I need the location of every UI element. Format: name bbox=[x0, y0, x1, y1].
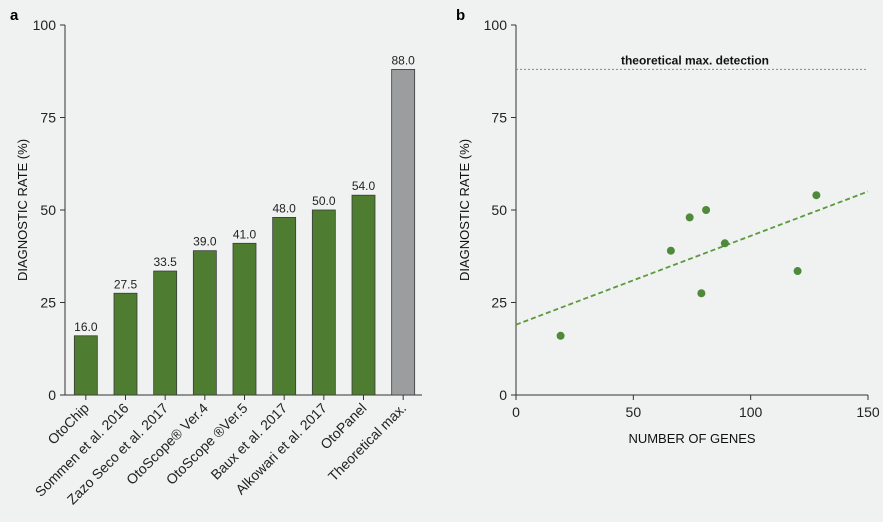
bar bbox=[351, 194, 376, 396]
panel-b-y-axis-title: DIAGNOSTIC RATE (%) bbox=[457, 139, 472, 281]
panel-b-x-tick-label: 50 bbox=[626, 404, 642, 420]
panel-b-y-tick-label: 50 bbox=[491, 202, 507, 218]
scatter-point bbox=[812, 191, 821, 200]
bar bbox=[153, 270, 178, 396]
bar-value-label: 41.0 bbox=[233, 227, 257, 241]
bar bbox=[192, 250, 217, 396]
panel-a-y-tick-label: 0 bbox=[48, 387, 56, 403]
panel-b-x-tick-label: 100 bbox=[739, 404, 763, 420]
panel-b-x-tick-label: 0 bbox=[512, 404, 520, 420]
bar bbox=[113, 292, 138, 396]
scatter-point bbox=[685, 213, 694, 222]
bar bbox=[272, 216, 297, 396]
bar bbox=[232, 242, 257, 396]
bar-chart-panel-a: DIAGNOSTIC RATE (%) 025507510016.0OtoChi… bbox=[15, 17, 422, 507]
panel-a-y-axis-title: DIAGNOSTIC RATE (%) bbox=[15, 139, 30, 281]
panel-a-letter: a bbox=[10, 7, 19, 24]
scatter-point bbox=[720, 239, 729, 248]
panel-a-y-tick-label: 25 bbox=[40, 295, 56, 311]
panel-b-x-tick-label: 150 bbox=[856, 404, 880, 420]
panel-a-y-tick-label: 50 bbox=[40, 202, 56, 218]
bar-value-label: 88.0 bbox=[391, 53, 415, 67]
bar-value-label: 50.0 bbox=[312, 194, 336, 208]
scatter-point bbox=[697, 289, 706, 298]
scatter-chart-panel-b: DIAGNOSTIC RATE (%) NUMBER OF GENES 0 25 5… bbox=[457, 17, 880, 446]
bar bbox=[311, 209, 336, 396]
bar-value-label: 39.0 bbox=[193, 235, 217, 249]
panel-b-y-tick-label: 25 bbox=[491, 295, 507, 311]
reference-line-label: theoretical max. detection bbox=[621, 53, 769, 67]
panel-a-y-tick-label: 75 bbox=[40, 110, 56, 126]
bar-value-label: 16.0 bbox=[74, 320, 98, 334]
bar-value-label: 48.0 bbox=[272, 201, 296, 215]
scatter-point bbox=[793, 267, 802, 276]
panel-b-y-tick-label: 75 bbox=[491, 110, 507, 126]
trend-line bbox=[515, 190, 869, 326]
bar bbox=[73, 335, 98, 396]
scatter-point bbox=[702, 206, 711, 214]
bar-value-label: 27.5 bbox=[114, 277, 138, 291]
bar-value-label: 54.0 bbox=[352, 179, 376, 193]
panel-b-y-tick-label: 100 bbox=[484, 17, 508, 33]
panel-a-y-tick-label: 100 bbox=[33, 17, 57, 33]
bar-value-label: 33.5 bbox=[153, 255, 177, 269]
panel-b-letter: b bbox=[456, 7, 465, 24]
panel-b-x-axis-title: NUMBER OF GENES bbox=[628, 431, 755, 446]
scatter-point bbox=[666, 246, 675, 255]
scatter-point bbox=[556, 331, 565, 340]
bar bbox=[391, 69, 416, 396]
panel-b-y-tick-label: 0 bbox=[499, 387, 507, 403]
